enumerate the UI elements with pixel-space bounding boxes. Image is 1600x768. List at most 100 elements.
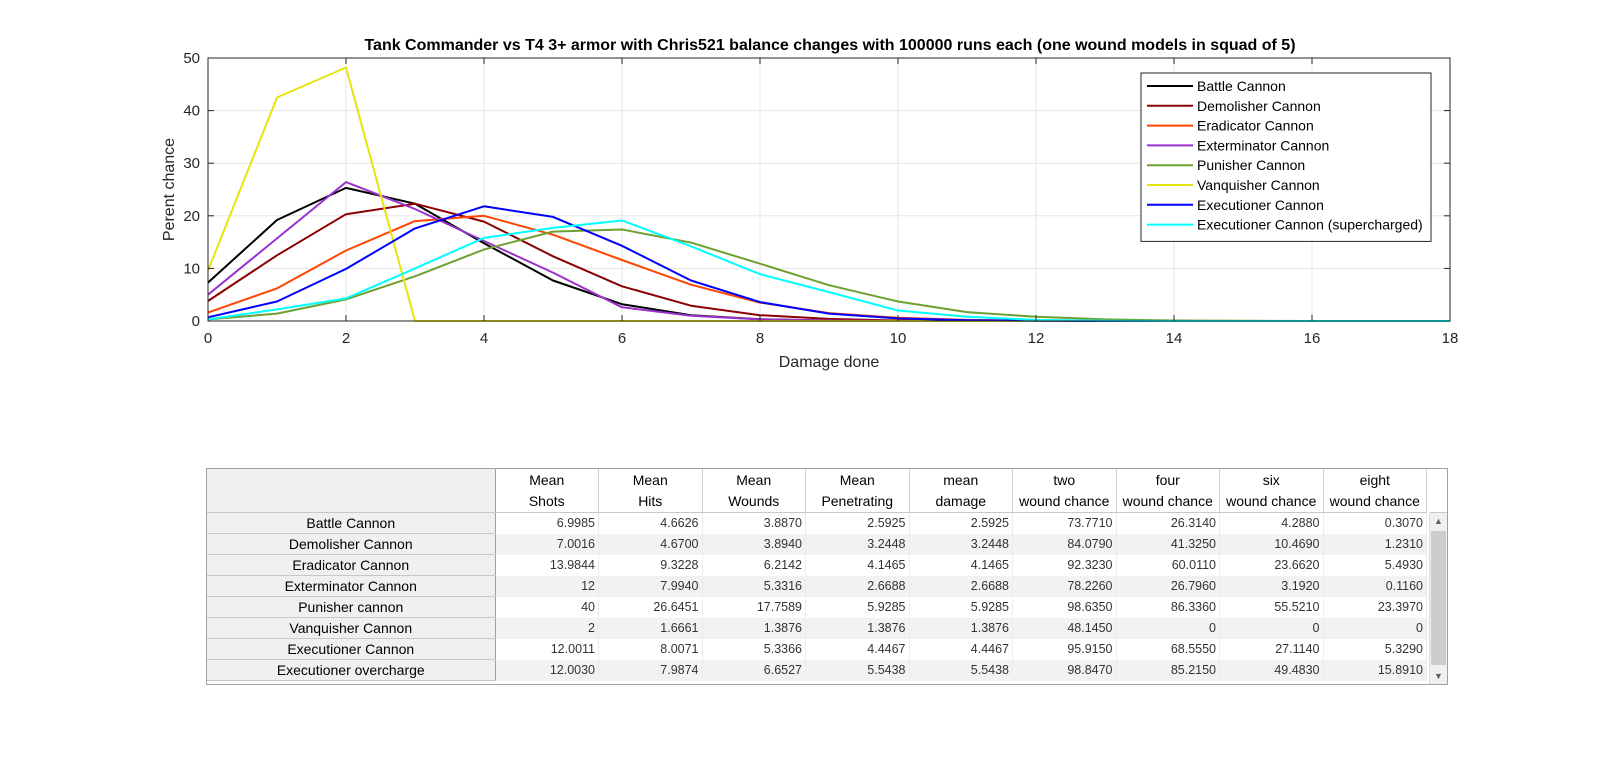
table-cell[interactable]: 10.4690	[1219, 533, 1324, 555]
table-cell[interactable]: 17.7589	[702, 596, 806, 618]
table-cell[interactable]: 4.4467	[805, 638, 910, 660]
table-cell[interactable]: 48.1450	[1012, 617, 1117, 639]
table-cell[interactable]: 15.8910	[1323, 659, 1427, 681]
table-cell[interactable]: 1.3876	[909, 617, 1013, 639]
table-cell[interactable]: 3.8870	[702, 512, 806, 534]
legend-label: Executioner Cannon (supercharged)	[1197, 217, 1423, 233]
table-cell[interactable]: 23.6620	[1219, 554, 1324, 576]
column-header[interactable]: eight wound chance	[1323, 469, 1427, 513]
table-cell[interactable]: 3.2448	[909, 533, 1013, 555]
column-header[interactable]: mean damage	[909, 469, 1013, 513]
table-cell[interactable]: 26.3140	[1116, 512, 1220, 534]
table-row[interactable]: Eradicator Cannon 13.9844 9.3228 6.2142 4.14…	[207, 554, 1427, 576]
legend-label: Exterminator Cannon	[1197, 137, 1329, 153]
table-row[interactable]: Executioner overcharge 12.0030 7.9874 6.652…	[207, 659, 1427, 681]
table-cell[interactable]: 1.2310	[1323, 533, 1427, 555]
table-cell[interactable]: 26.6451	[598, 596, 703, 618]
table-cell[interactable]: 4.1465	[805, 554, 910, 576]
table-cell[interactable]: 5.5438	[805, 659, 910, 681]
table-cell[interactable]: 5.9285	[805, 596, 910, 618]
table-cell[interactable]: 92.3230	[1012, 554, 1117, 576]
table-cell[interactable]: 55.5210	[1219, 596, 1324, 618]
table-cell[interactable]: 73.7710	[1012, 512, 1117, 534]
table-cell[interactable]: 5.4930	[1323, 554, 1427, 576]
table-cell[interactable]: 98.6350	[1012, 596, 1117, 618]
legend-box	[1140, 72, 1432, 242]
column-header[interactable]: Mean Shots	[495, 469, 599, 513]
table-row[interactable]: Demolisher Cannon 7.0016 4.6700 3.8940 3.244…	[207, 533, 1427, 555]
table-cell[interactable]: 6.2142	[702, 554, 806, 576]
column-header[interactable]: four wound chance	[1116, 469, 1220, 513]
table-cell[interactable]: 0	[1219, 617, 1324, 639]
table-cell[interactable]: 12.0011	[495, 638, 599, 660]
legend-label: Demolisher Cannon	[1197, 98, 1321, 114]
table-cell[interactable]: 3.2448	[805, 533, 910, 555]
table-row[interactable]: Punisher cannon 40 26.6451 17.7589 5.9285 5.9…	[207, 596, 1427, 618]
table-cell[interactable]: 41.3250	[1116, 533, 1220, 555]
scrollbar-thumb[interactable]	[1431, 531, 1446, 665]
column-header[interactable]: Mean Penetrating	[805, 469, 910, 513]
table-cell[interactable]: 60.0110	[1116, 554, 1220, 576]
row-header: Vanquisher Cannon	[207, 617, 496, 639]
table-row[interactable]: Exterminator Cannon 12 7.9940 5.3316 2.6688 2…	[207, 575, 1427, 597]
column-header[interactable]: Mean Wounds	[702, 469, 806, 513]
table-cell[interactable]: 4.1465	[909, 554, 1013, 576]
table-row[interactable]: Executioner Cannon 12.0011 8.0071 5.3366 4.4…	[207, 638, 1427, 660]
column-header[interactable]: two wound chance	[1012, 469, 1117, 513]
table-cell[interactable]: 40	[495, 596, 599, 618]
table-cell[interactable]: 3.8940	[702, 533, 806, 555]
table-cell[interactable]: 86.3360	[1116, 596, 1220, 618]
table-cell[interactable]: 2	[495, 617, 599, 639]
table-cell[interactable]: 5.9285	[909, 596, 1013, 618]
table-cell[interactable]: 7.9874	[598, 659, 703, 681]
chevron-up-icon[interactable]: ▲	[1434, 516, 1443, 526]
table-cell[interactable]: 4.2880	[1219, 512, 1324, 534]
table-cell[interactable]: 12	[495, 575, 599, 597]
table-cell[interactable]: 49.4830	[1219, 659, 1324, 681]
table-cell[interactable]: 3.1920	[1219, 575, 1324, 597]
table-cell[interactable]: 0.1160	[1323, 575, 1427, 597]
chevron-down-icon[interactable]: ▼	[1434, 671, 1443, 681]
table-cell[interactable]: 13.9844	[495, 554, 599, 576]
table-cell[interactable]: 0	[1116, 617, 1220, 639]
table-row[interactable]: Battle Cannon 6.9985 4.6626 3.8870 2.5925 2.5…	[207, 512, 1427, 534]
table-cell[interactable]: 4.4467	[909, 638, 1013, 660]
column-header[interactable]: six wound chance	[1219, 469, 1324, 513]
table-cell[interactable]: 95.9150	[1012, 638, 1117, 660]
column-header-line2: Shots	[528, 493, 565, 509]
table-cell[interactable]: 98.8470	[1012, 659, 1117, 681]
table-cell[interactable]: 4.6626	[598, 512, 703, 534]
table-cell[interactable]: 85.2150	[1116, 659, 1220, 681]
table-cell[interactable]: 9.3228	[598, 554, 703, 576]
table-cell[interactable]: 84.0790	[1012, 533, 1117, 555]
table-cell[interactable]: 7.0016	[495, 533, 599, 555]
legend-label: Punisher Cannon	[1197, 157, 1305, 173]
table-cell[interactable]: 6.6527	[702, 659, 806, 681]
table-cell[interactable]: 7.9940	[598, 575, 703, 597]
table-cell[interactable]: 5.3366	[702, 638, 806, 660]
table-cell[interactable]: 5.3316	[702, 575, 806, 597]
table-row[interactable]: Vanquisher Cannon 2 1.6661 1.3876 1.3876 1.38…	[207, 617, 1427, 639]
table-cell[interactable]: 2.5925	[805, 512, 910, 534]
vertical-scrollbar[interactable]: ▲ ▼	[1429, 513, 1447, 684]
table-cell[interactable]: 0.3070	[1323, 512, 1427, 534]
table-cell[interactable]: 0	[1323, 617, 1427, 639]
table-cell[interactable]: 2.5925	[909, 512, 1013, 534]
table-cell[interactable]: 78.2260	[1012, 575, 1117, 597]
table-cell[interactable]: 12.0030	[495, 659, 599, 681]
table-cell[interactable]: 5.5438	[909, 659, 1013, 681]
table-cell[interactable]: 27.1140	[1219, 638, 1324, 660]
table-cell[interactable]: 1.6661	[598, 617, 703, 639]
table-cell[interactable]: 6.9985	[495, 512, 599, 534]
table-cell[interactable]: 1.3876	[702, 617, 806, 639]
table-cell[interactable]: 2.6688	[805, 575, 910, 597]
table-cell[interactable]: 1.3876	[805, 617, 910, 639]
table-cell[interactable]: 68.5550	[1116, 638, 1220, 660]
table-cell[interactable]: 26.7960	[1116, 575, 1220, 597]
table-cell[interactable]: 23.3970	[1323, 596, 1427, 618]
column-header[interactable]: Mean Hits	[598, 469, 703, 513]
table-cell[interactable]: 5.3290	[1323, 638, 1427, 660]
table-cell[interactable]: 8.0071	[598, 638, 703, 660]
table-cell[interactable]: 4.6700	[598, 533, 703, 555]
table-cell[interactable]: 2.6688	[909, 575, 1013, 597]
